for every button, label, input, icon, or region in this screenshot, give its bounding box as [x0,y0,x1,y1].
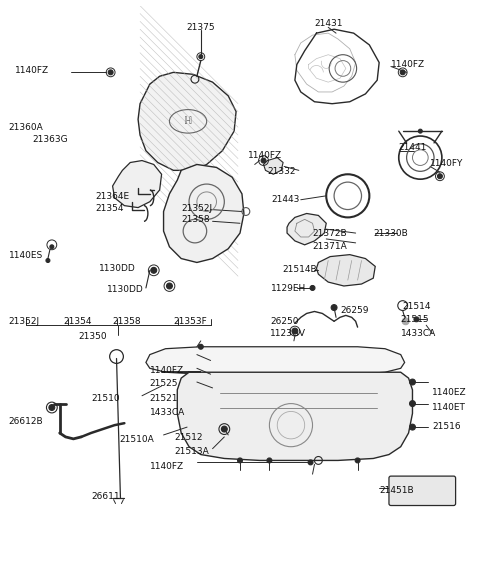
Polygon shape [287,214,326,245]
Text: 21431: 21431 [314,19,342,29]
Text: ℍ: ℍ [184,116,192,126]
Text: 1433CA: 1433CA [150,408,185,416]
Polygon shape [164,164,244,263]
Circle shape [402,318,409,325]
Circle shape [221,426,227,432]
Circle shape [49,405,55,411]
Text: 1140ET: 1140ET [432,403,466,412]
Text: 1140FZ: 1140FZ [150,367,184,375]
Circle shape [267,458,272,463]
Text: 21358: 21358 [113,317,141,327]
Text: 21363G: 21363G [32,135,68,144]
Text: 21525: 21525 [150,379,179,388]
Polygon shape [316,255,375,286]
Text: 21451B: 21451B [379,486,414,495]
Polygon shape [264,158,283,174]
Text: 21332: 21332 [267,167,296,176]
Circle shape [409,424,415,430]
Text: 21352J: 21352J [9,317,40,327]
Text: 21514B: 21514B [282,266,317,275]
Circle shape [198,344,203,349]
Text: 21441: 21441 [399,143,427,152]
Text: 21371A: 21371A [312,242,347,251]
Text: 21514: 21514 [403,301,431,311]
Circle shape [292,328,298,334]
Text: 21521: 21521 [150,394,179,403]
Circle shape [167,283,172,289]
Circle shape [409,401,415,407]
Circle shape [50,245,54,249]
Text: 21510A: 21510A [120,435,154,444]
Polygon shape [113,160,162,208]
Text: 1123GV: 1123GV [270,329,306,338]
Circle shape [331,304,337,311]
Text: 1140FZ: 1140FZ [391,59,425,69]
Text: 1433CA: 1433CA [401,329,436,338]
Text: 26612B: 26612B [9,417,43,427]
Text: 1140FZ: 1140FZ [248,151,282,160]
Text: 21512: 21512 [174,433,203,442]
Text: 1130DD: 1130DD [99,264,136,274]
Polygon shape [138,73,236,170]
Text: 21364E: 21364E [95,192,129,201]
Circle shape [108,70,113,75]
Text: 21352J: 21352J [181,204,212,212]
Text: 1140FZ: 1140FZ [150,463,184,472]
Circle shape [400,70,405,75]
Text: 21330B: 21330B [373,229,408,238]
Text: 21354: 21354 [95,204,123,212]
Text: 21510: 21510 [91,394,120,403]
Circle shape [46,259,50,263]
Text: 1140FZ: 1140FZ [14,66,49,75]
Text: 21515: 21515 [401,315,429,324]
Text: 1140ES: 1140ES [9,251,43,260]
Polygon shape [146,347,405,374]
Circle shape [151,267,156,274]
FancyBboxPatch shape [389,476,456,505]
Circle shape [414,317,419,322]
Circle shape [238,458,242,463]
Text: 21516: 21516 [432,422,461,431]
Text: 21375: 21375 [187,23,215,33]
Circle shape [261,158,266,163]
Text: 21372B: 21372B [312,229,347,238]
Circle shape [310,286,315,291]
Text: 21353F: 21353F [173,317,207,327]
Text: 1140FY: 1140FY [430,159,464,168]
Text: 21350: 21350 [79,332,108,341]
Text: 26250: 26250 [270,317,299,327]
Circle shape [308,460,313,465]
Circle shape [409,379,415,385]
Polygon shape [162,372,412,460]
Circle shape [419,129,422,133]
Text: 21360A: 21360A [9,123,44,132]
Text: 26611: 26611 [91,492,120,501]
Text: 26259: 26259 [340,305,369,315]
Text: 1140EZ: 1140EZ [432,388,467,397]
Circle shape [199,55,203,59]
Text: 21513A: 21513A [174,447,209,456]
Text: 21443: 21443 [271,195,300,204]
Text: 21354: 21354 [63,317,92,327]
Circle shape [355,458,360,463]
Text: 1129EH: 1129EH [271,284,307,293]
Circle shape [437,174,443,179]
Text: 21358: 21358 [181,215,210,224]
Text: 1130DD: 1130DD [107,285,144,294]
